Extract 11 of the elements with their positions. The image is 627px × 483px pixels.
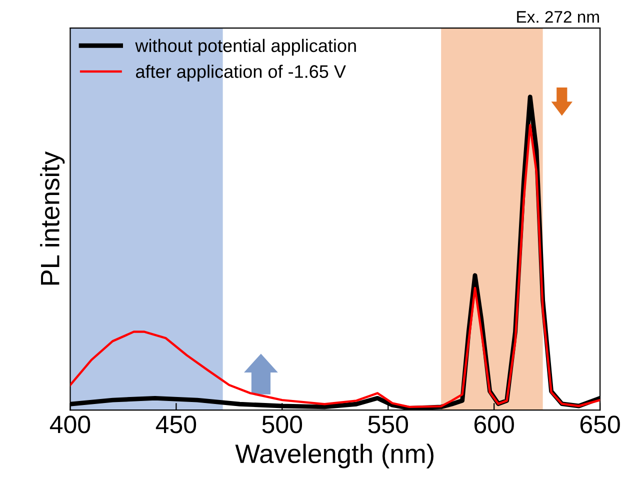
y-axis-title: PL intensity (40, 151, 65, 285)
x-axis-title: Wavelength (nm) (235, 444, 434, 468)
x-tick-label: 500 (262, 416, 302, 434)
text: Ex. 272 nm (517, 11, 599, 23)
x-tick-label: 650 (580, 416, 620, 434)
x-tick-label: 400 (50, 416, 90, 434)
x-tick-label: 550 (368, 416, 408, 434)
x-tick-label: 450 (156, 416, 196, 434)
x-tick-label: 600 (474, 416, 514, 434)
legend-label: after application of -1.65 V (136, 64, 346, 82)
legend-label: without potential application (135, 38, 356, 56)
